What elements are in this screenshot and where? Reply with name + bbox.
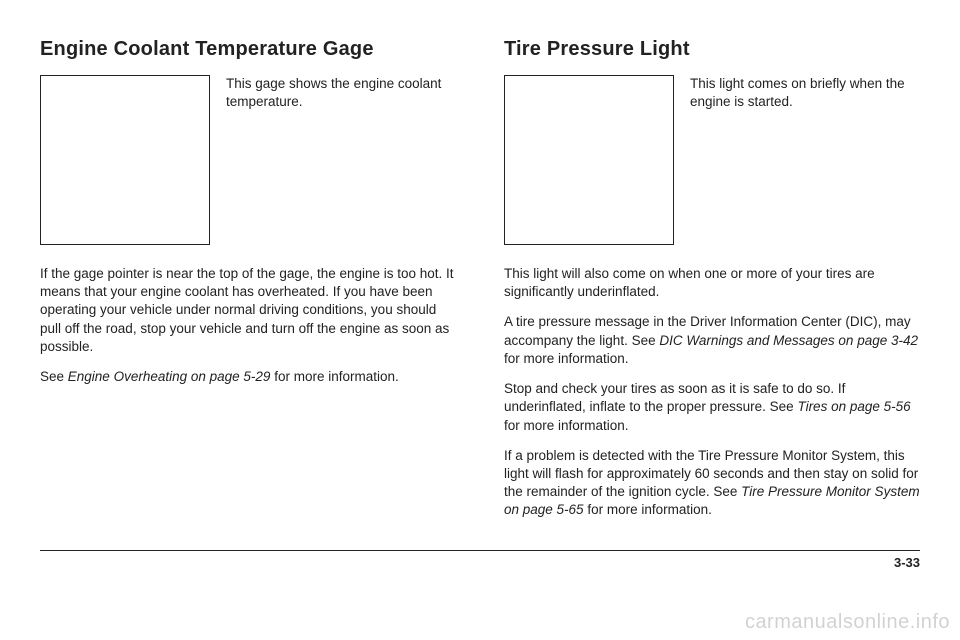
right-para-3-ref: Tires on page 5-56 [797, 399, 910, 414]
left-para-2-ref: Engine Overheating on page 5-29 [68, 369, 271, 384]
tire-pressure-light-figure-placeholder [504, 75, 674, 245]
left-para-2-post: for more information. [270, 369, 398, 384]
coolant-gage-figure-placeholder [40, 75, 210, 245]
left-figure-row: This gage shows the engine coolant tempe… [40, 75, 456, 245]
page-number: 3-33 [40, 555, 920, 570]
right-figure-caption: This light comes on briefly when the eng… [690, 75, 920, 245]
right-column: Tire Pressure Light This light comes on … [504, 38, 920, 532]
right-para-2-post: for more information. [504, 351, 629, 366]
page-content: Engine Coolant Temperature Gage This gag… [40, 0, 920, 532]
right-figure-row: This light comes on briefly when the eng… [504, 75, 920, 245]
right-para-2: A tire pressure message in the Driver In… [504, 313, 920, 368]
left-para-2-pre: See [40, 369, 68, 384]
right-para-2-ref: DIC Warnings and Messages on page 3-42 [659, 333, 918, 348]
right-para-4: If a problem is detected with the Tire P… [504, 447, 920, 520]
right-para-3-post: for more information. [504, 418, 629, 433]
right-para-3: Stop and check your tires as soon as it … [504, 380, 920, 435]
right-para-3-pre: Stop and check your tires as soon as it … [504, 381, 845, 414]
left-column: Engine Coolant Temperature Gage This gag… [40, 38, 456, 532]
left-para-1: If the gage pointer is near the top of t… [40, 265, 456, 356]
right-para-1: This light will also come on when one or… [504, 265, 920, 301]
two-column-layout: Engine Coolant Temperature Gage This gag… [40, 38, 920, 532]
footer-rule [40, 550, 920, 551]
left-heading: Engine Coolant Temperature Gage [40, 38, 456, 61]
watermark-text: carmanualsonline.info [745, 611, 950, 634]
left-para-2: See Engine Overheating on page 5-29 for … [40, 368, 456, 386]
right-heading: Tire Pressure Light [504, 38, 920, 61]
right-para-4-post: for more information. [584, 502, 712, 517]
left-figure-caption: This gage shows the engine coolant tempe… [226, 75, 456, 245]
